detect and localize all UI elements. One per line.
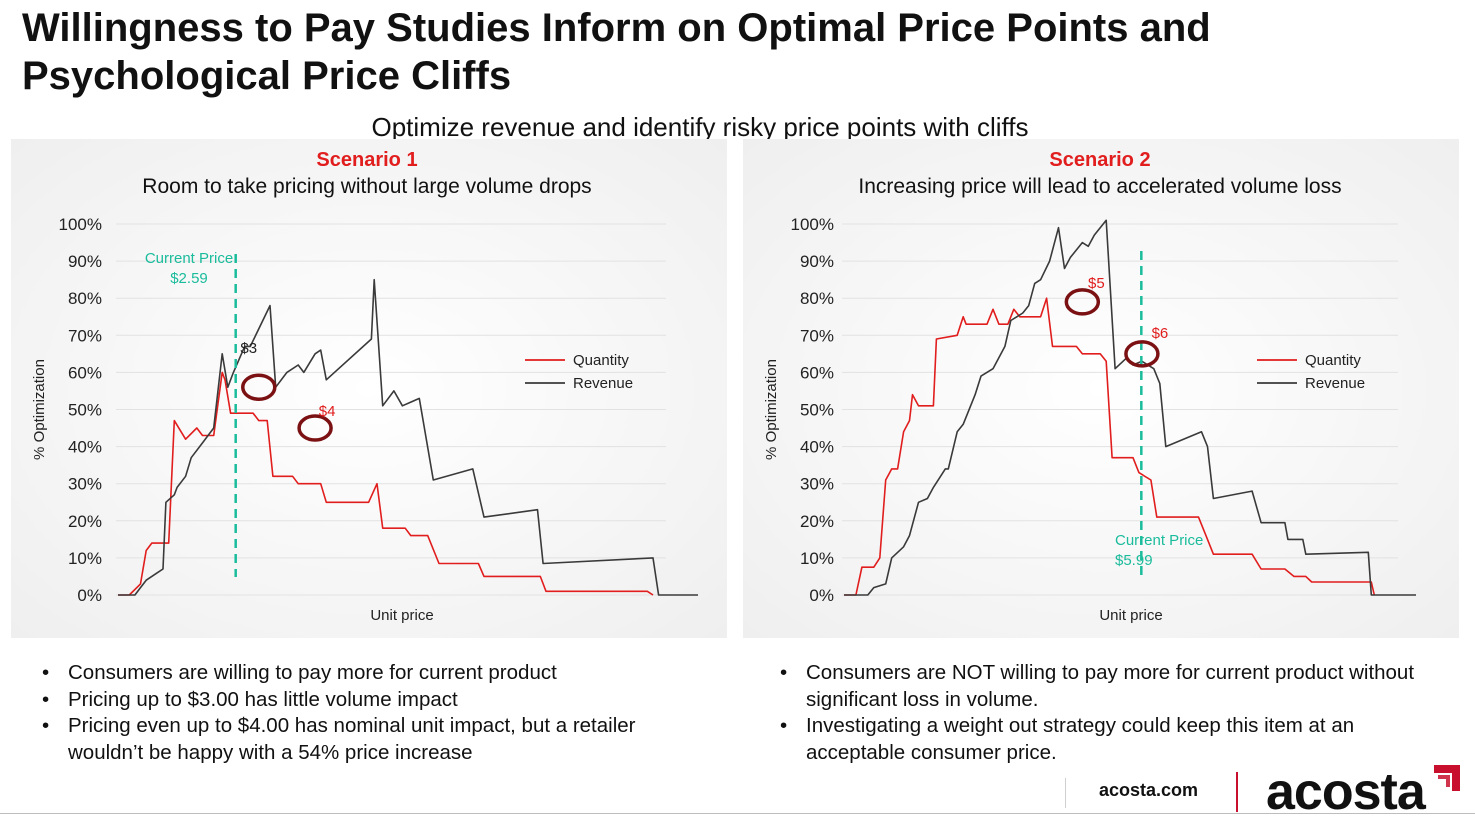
y-tick-label: 10% (800, 549, 834, 568)
y-tick-label: 70% (800, 326, 834, 345)
series-line-quantity (844, 297, 1376, 596)
chart-background (743, 139, 1459, 638)
page-title: Willingness to Pay Studies Inform on Opt… (22, 6, 1211, 98)
annotation-circle (1064, 288, 1101, 316)
y-tick-label: 70% (68, 326, 102, 345)
chart-background (11, 139, 727, 638)
bullet-list-scenario-1: Consumers are willing to pay more for cu… (32, 660, 712, 766)
footer-accent-bar (1236, 772, 1238, 812)
y-tick-label: 0% (809, 586, 834, 605)
annotation-label: $3 (240, 340, 257, 357)
chart-panel-scenario-2: Scenario 2 Increasing price will lead to … (743, 139, 1459, 638)
y-tick-label: 60% (800, 363, 834, 382)
scenario-label: Scenario 2 (1049, 149, 1150, 171)
footer-separator (1065, 778, 1066, 808)
footer-site-link[interactable]: acosta.com (1099, 780, 1199, 800)
chart-title: Increasing price will lead to accelerate… (858, 175, 1341, 198)
footer-divider (0, 813, 1475, 814)
acosta-logo: acosta (1266, 762, 1466, 822)
chart-title: Room to take pricing without large volum… (142, 175, 591, 198)
annotation-label: $6 (1152, 325, 1169, 342)
y-tick-label: 40% (800, 438, 834, 457)
annotation-circle (297, 414, 333, 442)
current-price-label: Current Price (145, 250, 233, 267)
y-tick-label: 30% (68, 475, 102, 494)
current-price-value: $2.59 (170, 270, 208, 287)
y-axis-label: % Optimization (763, 359, 780, 460)
legend-label: Quantity (573, 352, 629, 369)
y-tick-label: 20% (800, 512, 834, 531)
y-tick-label: 90% (800, 252, 834, 271)
series-line-revenue (844, 219, 1416, 596)
y-tick-label: 100% (59, 215, 102, 234)
annotation-circle (241, 373, 277, 401)
y-tick-label: 80% (68, 289, 102, 308)
chart-panel-scenario-1: Scenario 1 Room to take pricing without l… (11, 139, 727, 638)
y-axis-label: % Optimization (31, 359, 48, 460)
series-line-revenue (118, 278, 698, 596)
legend-label: Quantity (1305, 352, 1361, 369)
y-tick-label: 100% (791, 215, 834, 234)
logo-wordmark: acosta (1266, 763, 1426, 821)
y-tick-label: 90% (68, 252, 102, 271)
scenario-label: Scenario 1 (316, 149, 417, 171)
y-tick-label: 40% (68, 438, 102, 457)
y-tick-label: 60% (68, 363, 102, 382)
bullet-item: Consumers are willing to pay more for cu… (32, 660, 712, 687)
bullet-item: Pricing up to $3.00 has little volume im… (32, 687, 712, 714)
y-tick-label: 0% (77, 586, 102, 605)
chart-scenario-2: Scenario 2 Increasing price will lead to … (743, 139, 1459, 638)
current-price-value: $5.99 (1115, 552, 1153, 569)
bullet-item: Consumers are NOT willing to pay more fo… (770, 660, 1430, 713)
current-price-label: Current Price (1115, 532, 1203, 549)
chart-scenario-1: Scenario 1 Room to take pricing without l… (11, 139, 727, 638)
bullet-item: Pricing even up to $4.00 has nominal uni… (32, 713, 712, 766)
y-tick-label: 50% (800, 401, 834, 420)
annotation-label: $5 (1088, 275, 1105, 292)
y-tick-label: 50% (68, 401, 102, 420)
logo-corner-mark-icon (1434, 765, 1460, 791)
y-tick-label: 80% (800, 289, 834, 308)
x-axis-label: Unit price (370, 607, 433, 624)
page-subtitle: Optimize revenue and identify risky pric… (371, 112, 1029, 142)
annotation-circle (1124, 340, 1160, 368)
series-line-quantity (118, 371, 654, 596)
legend-label: Revenue (1305, 375, 1365, 392)
y-tick-label: 10% (68, 549, 102, 568)
x-axis-label: Unit price (1099, 607, 1162, 624)
bullet-list-scenario-2: Consumers are NOT willing to pay more fo… (770, 660, 1430, 766)
legend-label: Revenue (573, 375, 633, 392)
y-tick-label: 30% (800, 475, 834, 494)
y-tick-label: 20% (68, 512, 102, 531)
bullet-item: Investigating a weight out strategy coul… (770, 713, 1430, 766)
annotation-label: $4 (319, 403, 336, 420)
